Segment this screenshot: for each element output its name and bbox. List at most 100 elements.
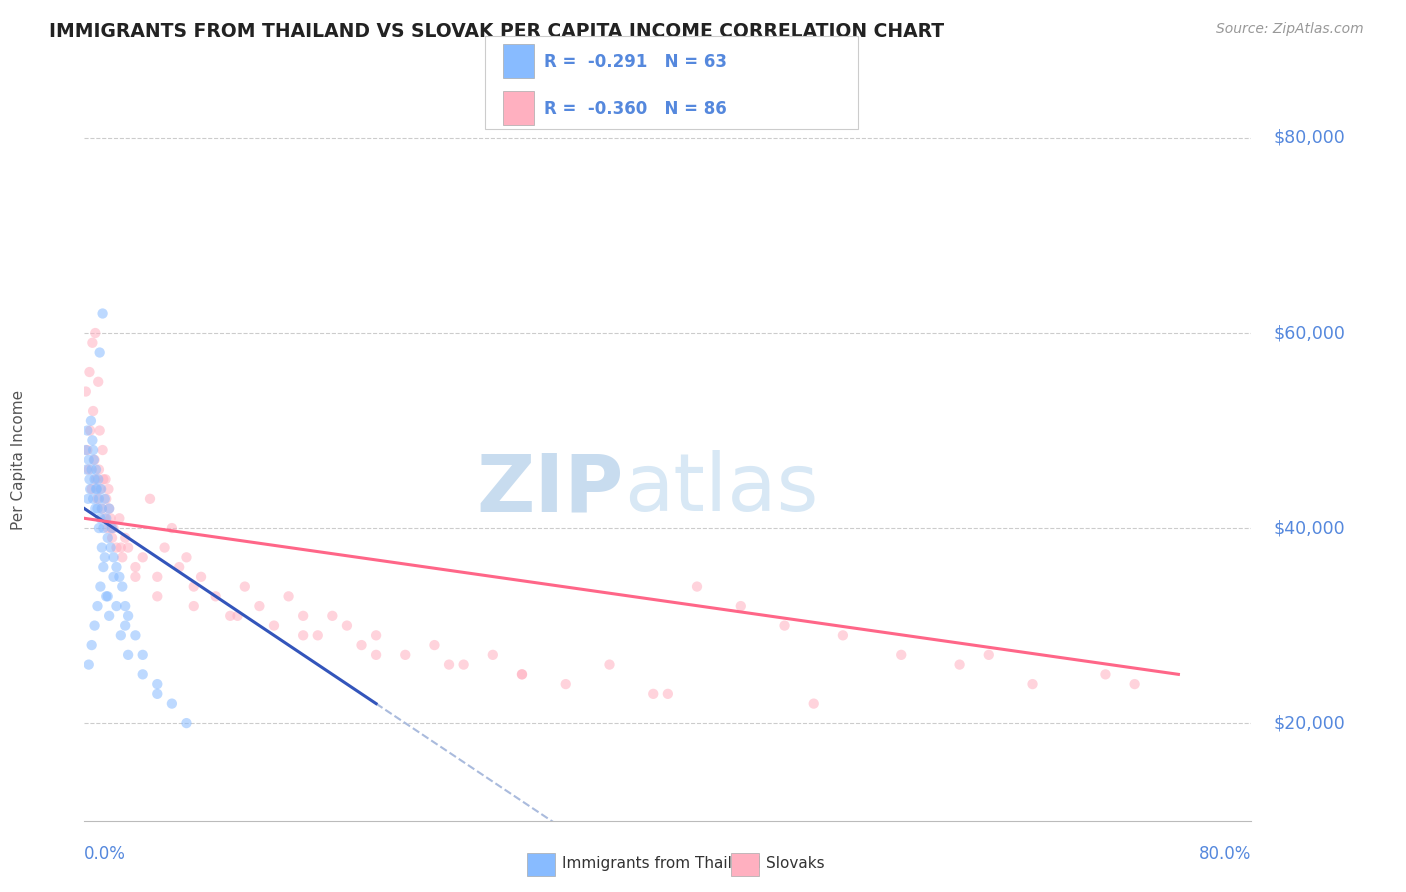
Point <box>124 628 146 642</box>
Point <box>124 560 146 574</box>
Point <box>83 452 105 467</box>
Point <box>86 491 108 506</box>
Point <box>114 531 136 545</box>
Point <box>124 570 146 584</box>
Point <box>80 462 103 476</box>
Point <box>77 462 100 476</box>
Point <box>599 657 621 672</box>
Point <box>84 501 107 516</box>
Point <box>75 443 97 458</box>
Point <box>97 521 120 535</box>
Point <box>76 462 98 476</box>
Point <box>183 580 205 594</box>
Point <box>89 424 111 438</box>
Point <box>292 628 315 642</box>
Text: $20,000: $20,000 <box>1274 714 1346 732</box>
Point <box>91 472 114 486</box>
Point <box>90 501 112 516</box>
Point <box>423 638 446 652</box>
Text: 80.0%: 80.0% <box>1199 845 1251 863</box>
Point <box>101 531 124 545</box>
Point <box>86 482 108 496</box>
Point <box>657 687 679 701</box>
Point <box>554 677 576 691</box>
Text: $60,000: $60,000 <box>1274 324 1346 342</box>
Point <box>108 570 131 584</box>
Point <box>94 550 117 565</box>
Point <box>96 491 118 506</box>
Point <box>79 472 101 486</box>
Point <box>87 375 110 389</box>
Point <box>76 424 98 438</box>
Point <box>91 560 114 574</box>
Point <box>949 657 972 672</box>
Point <box>82 491 104 506</box>
Point <box>87 462 110 476</box>
Point <box>336 618 359 632</box>
Point <box>105 599 128 613</box>
Point <box>100 541 122 555</box>
Point <box>89 345 111 359</box>
Point <box>96 590 118 604</box>
Point <box>80 414 103 428</box>
Point <box>101 521 124 535</box>
Point <box>160 697 183 711</box>
Point <box>263 618 285 632</box>
Point <box>890 648 912 662</box>
Point <box>77 657 100 672</box>
Point <box>96 511 118 525</box>
Point <box>226 608 249 623</box>
Point <box>82 434 104 448</box>
Point <box>87 472 110 486</box>
Point <box>100 511 122 525</box>
Point <box>91 443 114 458</box>
Text: ZIP: ZIP <box>477 450 624 528</box>
Point <box>977 648 1000 662</box>
Point <box>91 306 114 320</box>
Point <box>160 521 183 535</box>
Point <box>292 608 315 623</box>
Point <box>79 424 101 438</box>
Point <box>82 443 104 458</box>
Point <box>366 628 388 642</box>
Point <box>77 491 100 506</box>
Point <box>277 590 299 604</box>
Point <box>153 541 176 555</box>
Point <box>103 521 125 535</box>
Point <box>350 638 373 652</box>
Text: Source: ZipAtlas.com: Source: ZipAtlas.com <box>1216 22 1364 37</box>
Point <box>97 531 120 545</box>
Point <box>132 550 155 565</box>
Point <box>110 628 132 642</box>
Point <box>79 365 101 379</box>
Point <box>111 550 134 565</box>
Text: atlas: atlas <box>624 450 818 528</box>
Point <box>94 472 117 486</box>
Point <box>117 648 139 662</box>
Point <box>87 521 110 535</box>
Point <box>249 599 271 613</box>
Point <box>91 521 114 535</box>
Point <box>117 541 139 555</box>
Point <box>1094 667 1116 681</box>
Text: R =  -0.291   N = 63: R = -0.291 N = 63 <box>544 53 727 70</box>
Point <box>167 560 190 574</box>
Text: R =  -0.360   N = 86: R = -0.360 N = 86 <box>544 100 727 118</box>
Text: $40,000: $40,000 <box>1274 519 1346 537</box>
Point <box>510 667 533 681</box>
Point <box>132 667 155 681</box>
Point <box>219 608 242 623</box>
Point <box>643 687 665 701</box>
Point <box>394 648 416 662</box>
Point <box>76 443 98 458</box>
Point <box>79 482 101 496</box>
Point <box>83 452 105 467</box>
Point <box>108 511 131 525</box>
Point <box>114 618 136 632</box>
Point <box>86 599 108 613</box>
Text: 0.0%: 0.0% <box>84 845 127 863</box>
Point <box>84 462 107 476</box>
Point <box>117 608 139 623</box>
Point <box>832 628 855 642</box>
Point <box>307 628 329 642</box>
